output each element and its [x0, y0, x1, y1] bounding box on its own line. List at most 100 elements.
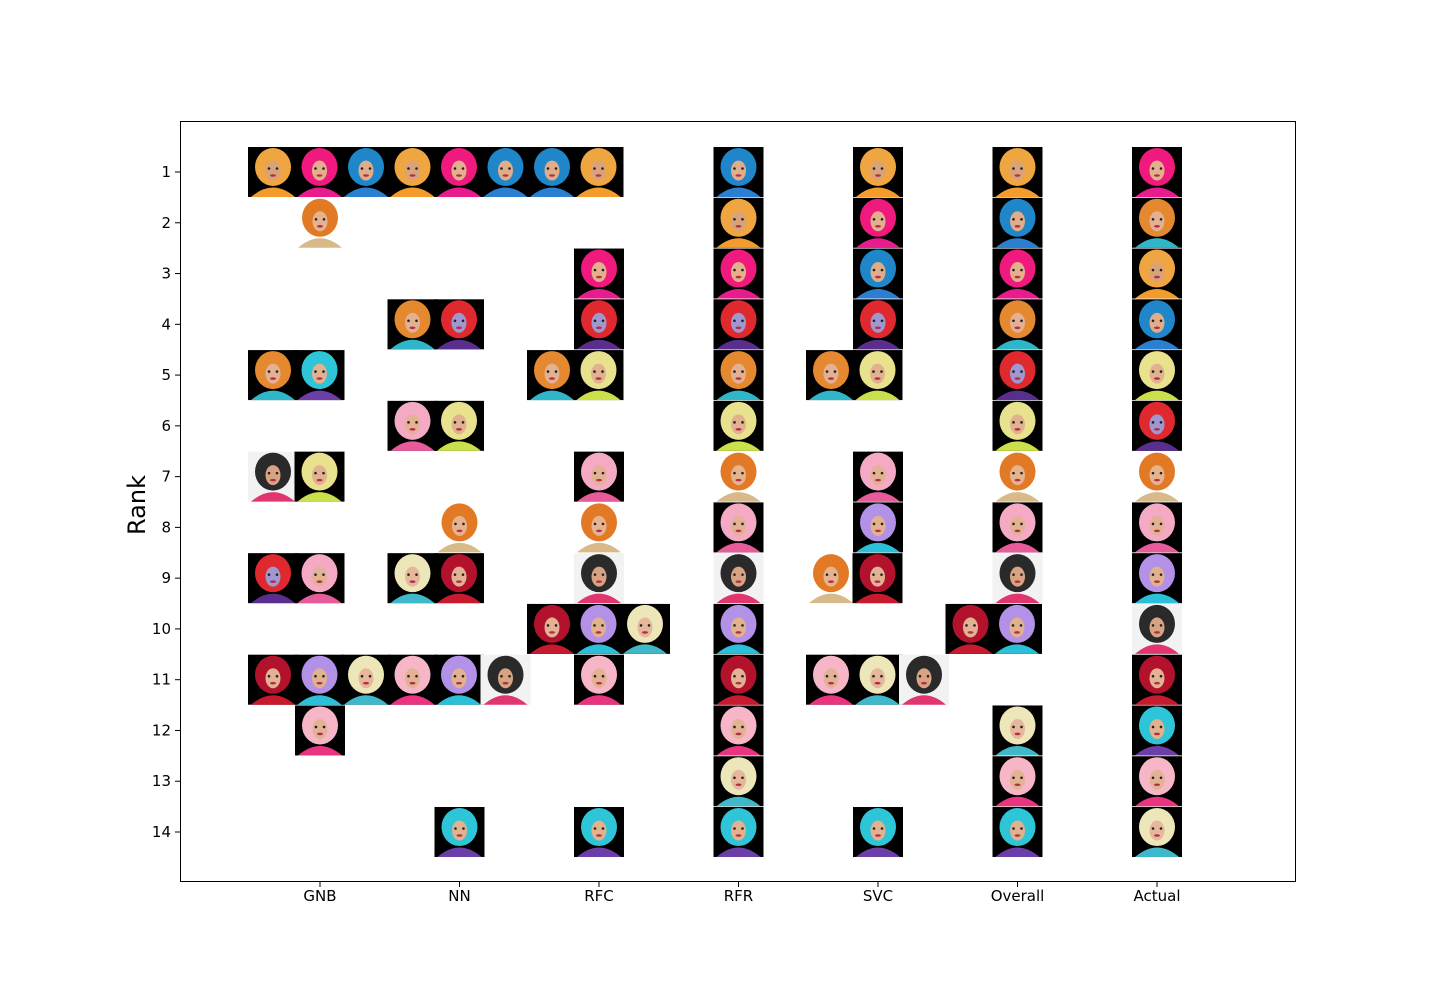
- y-axis-title: Rank: [123, 475, 151, 535]
- blue-hair-portrait: [992, 197, 1043, 248]
- cyan-feather-portrait: [574, 807, 624, 858]
- pink-curls-portrait: [295, 705, 345, 756]
- lavender-hair-portrait: [713, 603, 764, 654]
- pink-hat-portrait: [713, 248, 764, 299]
- blue-hair-portrait: [527, 147, 577, 197]
- dark-hair-portrait: [1132, 603, 1182, 654]
- x-tick-label: RFC: [584, 887, 614, 905]
- red-sequin-portrait: [852, 553, 903, 604]
- orange-curls-portrait: [295, 197, 345, 248]
- red-sequin-portrait: [945, 603, 996, 654]
- pink-curls-portrait: [1132, 756, 1182, 807]
- cyan-feather-portrait: [713, 807, 764, 858]
- red-sequin-portrait: [713, 654, 764, 705]
- teal-curls-portrait: [806, 350, 856, 401]
- blonde-green-portrait: [852, 350, 903, 401]
- dark-hair-portrait: [899, 654, 949, 705]
- dark-hair-portrait: [992, 553, 1043, 604]
- teal-curls-portrait: [1132, 197, 1182, 248]
- pink-hat-portrait: [434, 147, 484, 197]
- purple-monster-portrait: [434, 299, 484, 350]
- lavender-hair-portrait: [1132, 553, 1182, 604]
- x-tick-label: SVC: [863, 887, 893, 905]
- blue-hair-portrait: [713, 147, 764, 197]
- blue-hair-portrait: [853, 248, 903, 299]
- platinum-blonde-portrait: [852, 654, 903, 705]
- orange-headdress-portrait: [387, 147, 438, 197]
- y-tick-label: 3: [161, 265, 171, 283]
- cyan-feather-portrait: [853, 807, 903, 858]
- dark-hair-portrait: [248, 451, 298, 502]
- pink-wig-portrait: [294, 553, 345, 604]
- orange-curls-portrait: [574, 502, 624, 553]
- pink-hat-portrait: [294, 147, 345, 197]
- pink-hat-portrait: [992, 248, 1043, 299]
- x-tick-label: GNB: [303, 887, 336, 905]
- x-tick-label: Actual: [1134, 887, 1181, 905]
- y-tick-label: 9: [161, 569, 171, 587]
- orange-headdress-portrait: [713, 197, 764, 248]
- x-axis: GNB NN RFC RFR SVC Overall Actual: [303, 882, 1181, 905]
- red-sequin-portrait: [248, 654, 298, 705]
- blonde-green-portrait: [1132, 350, 1182, 401]
- pink-curls-portrait: [574, 654, 624, 705]
- blonde-green-portrait: [713, 400, 764, 451]
- blue-hair-portrait: [341, 147, 391, 197]
- y-tick-label: 14: [152, 823, 171, 841]
- orange-headdress-portrait: [1132, 248, 1182, 299]
- pink-curls-portrait: [713, 705, 764, 756]
- x-tick-label: NN: [448, 887, 470, 905]
- dark-hair-portrait: [713, 553, 764, 604]
- y-tick-label: 7: [161, 468, 171, 486]
- red-sequin-portrait: [434, 553, 484, 604]
- lavender-hair-portrait: [294, 654, 345, 705]
- teal-curls-portrait: [248, 350, 298, 401]
- purple-monster-portrait: [992, 350, 1043, 401]
- pink-curls-portrait: [806, 654, 856, 705]
- orange-curls-portrait: [806, 553, 856, 604]
- orange-curls-portrait: [1132, 451, 1182, 502]
- lavender-hair-portrait: [434, 654, 484, 705]
- y-tick-label: 8: [161, 518, 171, 536]
- pink-curls-portrait: [387, 654, 438, 705]
- portrait-markers: [248, 147, 1182, 858]
- blue-hair-portrait: [480, 147, 531, 197]
- teal-curls-portrait: [387, 299, 438, 350]
- plot-frame: [180, 121, 1296, 882]
- teal-curls-portrait: [992, 299, 1043, 350]
- platinum-blonde-portrait: [992, 705, 1043, 756]
- lavender-hair-portrait: [992, 603, 1042, 654]
- cyan-feather-portrait: [1132, 705, 1182, 756]
- y-tick-label: 6: [161, 417, 171, 435]
- y-tick-label: 2: [161, 214, 171, 232]
- y-tick-label: 11: [152, 671, 171, 689]
- dark-hair-portrait: [574, 553, 624, 604]
- purple-monster-portrait: [248, 553, 298, 604]
- pink-hat-portrait: [574, 248, 624, 299]
- cyan-feather-portrait: [992, 807, 1043, 858]
- orange-curls-portrait: [992, 451, 1043, 502]
- red-sequin-portrait: [1132, 654, 1182, 705]
- orange-headdress-portrait: [992, 147, 1043, 197]
- blonde-green-portrait: [294, 451, 345, 502]
- purple-monster-portrait: [713, 299, 764, 350]
- purple-monster-portrait: [1132, 400, 1182, 451]
- red-sequin-portrait: [527, 603, 577, 654]
- platinum-blonde-portrait: [1132, 807, 1182, 858]
- pink-hat-portrait: [853, 197, 903, 248]
- orange-curls-portrait: [434, 502, 485, 553]
- y-tick-label: 10: [152, 620, 171, 638]
- blue-hair-portrait: [1132, 299, 1182, 350]
- platinum-blonde-portrait: [620, 603, 670, 654]
- purple-monster-portrait: [853, 299, 903, 350]
- pink-curls-portrait: [992, 756, 1043, 807]
- platinum-blonde-portrait: [713, 756, 764, 807]
- orange-headdress-portrait: [248, 147, 298, 197]
- teal-curls-portrait: [527, 350, 577, 401]
- y-tick-label: 13: [152, 772, 171, 790]
- orange-headdress-portrait: [573, 147, 624, 197]
- y-tick-label: 12: [152, 721, 171, 739]
- pink-wig-portrait: [992, 502, 1043, 553]
